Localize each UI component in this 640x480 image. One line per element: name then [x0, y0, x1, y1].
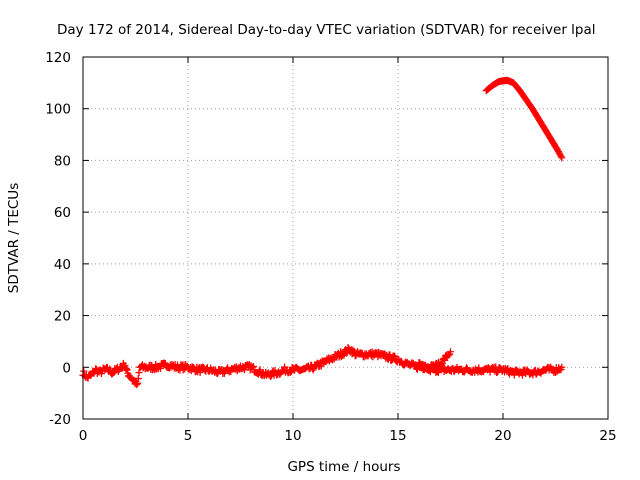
- data-point: [134, 379, 142, 387]
- y-axis-label: SDTVAR / TECUs: [6, 183, 22, 293]
- data-point: [250, 363, 258, 371]
- data-point: [513, 366, 521, 374]
- data-point: [518, 371, 526, 379]
- data-point: [267, 373, 275, 381]
- y-tick-label: 20: [54, 309, 71, 325]
- x-tick-label: 0: [79, 428, 88, 444]
- data-point: [556, 151, 564, 159]
- gridlines: [83, 57, 608, 419]
- data-point: [510, 371, 518, 379]
- data-point: [122, 365, 130, 373]
- data-point: [493, 368, 501, 376]
- data-point: [276, 370, 284, 378]
- data-point: [135, 369, 143, 377]
- y-tick-label: 100: [45, 102, 71, 118]
- x-axis-label: GPS time / hours: [287, 459, 400, 475]
- y-tick-label: 0: [62, 360, 71, 376]
- data-point: [555, 149, 563, 157]
- data-series: [79, 76, 566, 389]
- data-point: [554, 146, 562, 154]
- data-point: [157, 364, 165, 372]
- data-point: [391, 352, 399, 360]
- data-point: [256, 366, 264, 374]
- data-point: [557, 152, 565, 160]
- x-tick-label: 25: [599, 428, 616, 444]
- data-point: [108, 370, 116, 378]
- data-point: [255, 367, 263, 375]
- data-point: [281, 363, 289, 371]
- y-tick-label: 40: [54, 257, 71, 273]
- data-point: [123, 366, 131, 374]
- y-tick-label: 120: [45, 50, 71, 66]
- data-point: [179, 366, 187, 374]
- data-point: [554, 148, 562, 156]
- y-tick-label: 80: [54, 153, 71, 169]
- x-tick-label: 15: [389, 428, 406, 444]
- data-point: [286, 368, 294, 376]
- data-point: [475, 364, 483, 372]
- data-point: [80, 367, 88, 375]
- data-point: [134, 375, 142, 383]
- y-tick-label: 60: [54, 205, 71, 221]
- data-point: [386, 351, 394, 359]
- data-point: [358, 349, 366, 357]
- x-tick-label: 10: [284, 428, 301, 444]
- plot-frame: [82, 56, 609, 420]
- x-tick-label: 5: [184, 428, 193, 444]
- data-point: [445, 351, 453, 359]
- data-point: [196, 369, 204, 377]
- data-point: [317, 362, 325, 370]
- data-point: [558, 154, 566, 162]
- data-point: [558, 363, 566, 371]
- data-point: [133, 381, 141, 389]
- y-tick-label: -20: [49, 412, 71, 428]
- chart-title: Day 172 of 2014, Sidereal Day-to-day VTE…: [57, 22, 596, 38]
- x-tick-label: 20: [494, 428, 511, 444]
- data-point: [447, 348, 454, 356]
